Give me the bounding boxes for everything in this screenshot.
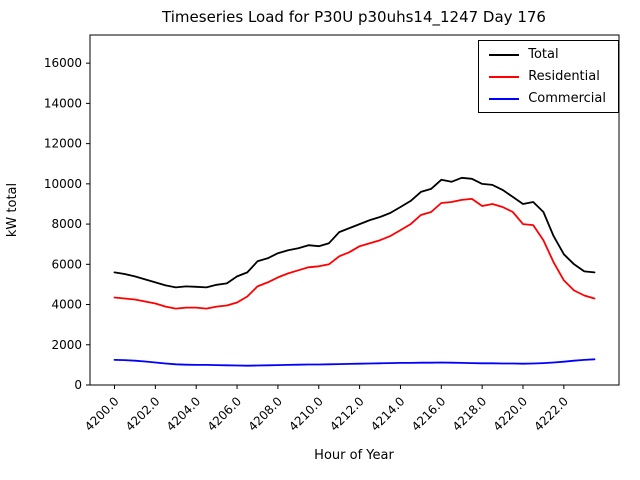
legend-label-total: Total bbox=[528, 47, 559, 62]
x-tick-label: 4222.0 bbox=[531, 394, 571, 434]
legend-item-residential: Residential bbox=[489, 70, 606, 83]
legend-item-commercial: Commercial bbox=[489, 92, 606, 105]
y-tick-label: 10000 bbox=[44, 177, 82, 191]
y-tick-label: 8000 bbox=[51, 217, 82, 231]
chart-title: Timeseries Load for P30U p30uhs14_1247 D… bbox=[161, 8, 546, 27]
x-tick-label: 4212.0 bbox=[327, 394, 367, 434]
legend-line-sample-commercial bbox=[489, 97, 520, 100]
legend-line-sample-residential bbox=[489, 75, 520, 78]
y-tick-label: 6000 bbox=[51, 257, 82, 271]
y-tick-label: 16000 bbox=[44, 56, 82, 70]
x-tick-label: 4218.0 bbox=[450, 394, 490, 434]
x-tick-label: 4204.0 bbox=[164, 394, 204, 434]
series-line-total bbox=[113, 176, 596, 289]
legend-label-residential: Residential bbox=[528, 69, 600, 84]
y-tick-label: 2000 bbox=[51, 338, 82, 352]
y-tick-label: 0 bbox=[74, 378, 82, 392]
x-axis-label: Hour of Year bbox=[314, 448, 394, 463]
legend: Total Residential Commercial bbox=[478, 40, 619, 113]
legend-label-commercial: Commercial bbox=[528, 91, 606, 106]
x-tick-label: 4210.0 bbox=[286, 394, 326, 434]
y-tick-label: 12000 bbox=[44, 137, 82, 151]
x-tick-label: 4220.0 bbox=[491, 394, 531, 434]
plot-border bbox=[89, 34, 620, 386]
legend-line-sample-total bbox=[489, 53, 520, 56]
x-tick-label: 4214.0 bbox=[368, 394, 408, 434]
x-tick-label: 4206.0 bbox=[205, 394, 245, 434]
series-line-residential bbox=[113, 197, 596, 310]
series-line-commercial bbox=[113, 358, 596, 367]
y-axis-label: kW total bbox=[5, 183, 20, 237]
y-tick-label: 14000 bbox=[44, 96, 82, 110]
x-tick-label: 4208.0 bbox=[245, 394, 285, 434]
x-tick-label: 4200.0 bbox=[82, 394, 122, 434]
y-tick-label: 4000 bbox=[51, 298, 82, 312]
x-tick-label: 4216.0 bbox=[409, 394, 449, 434]
legend-item-total: Total bbox=[489, 48, 606, 61]
x-tick-label: 4202.0 bbox=[123, 394, 163, 434]
